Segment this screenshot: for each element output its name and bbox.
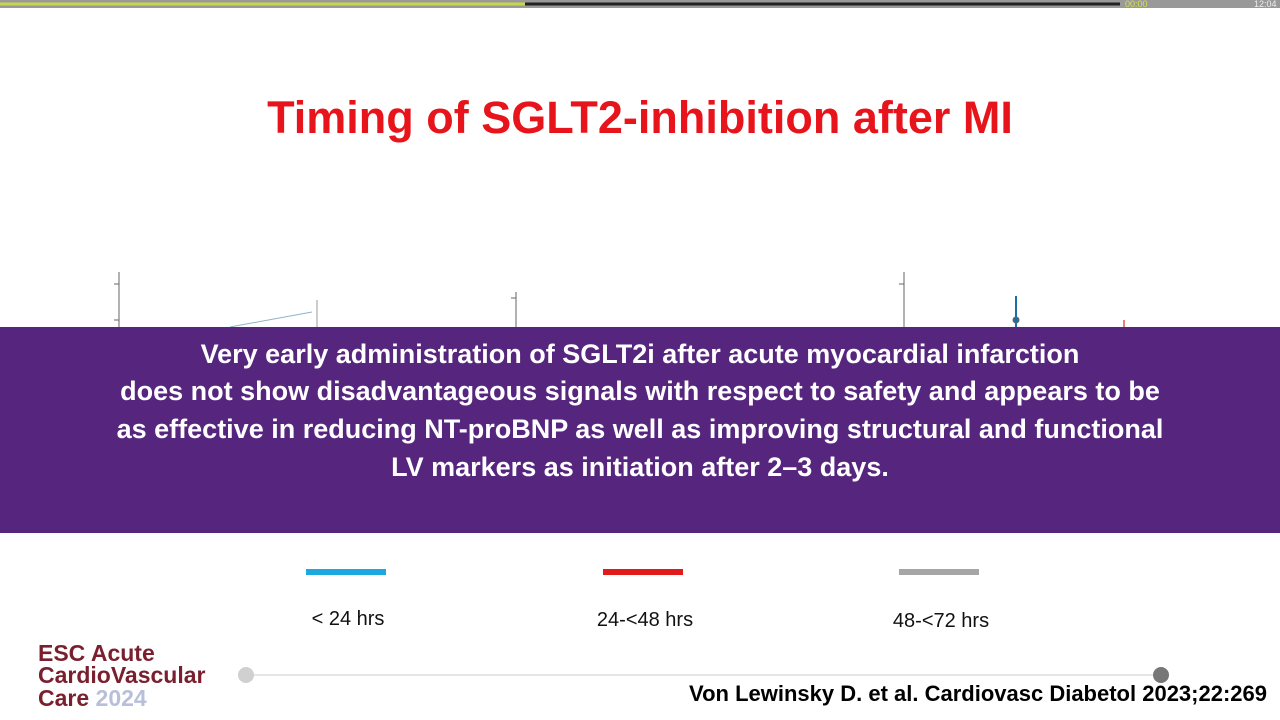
slide-title: Timing of SGLT2-inhibition after MI xyxy=(267,92,1013,143)
legend-label: 24-<48 hrs xyxy=(596,609,694,631)
banner-line: does not show disadvantageous signals wi… xyxy=(120,376,1160,406)
logo-line: Care 2024 xyxy=(38,685,147,712)
total-time: 12:04 xyxy=(1254,0,1277,9)
logo-word: Care xyxy=(38,685,90,711)
partial-charts xyxy=(114,272,1125,328)
legend-label: < 24 hrs xyxy=(311,608,385,630)
legend-swatch xyxy=(603,569,683,575)
slider-start xyxy=(238,667,254,683)
logo-line: CardioVascular xyxy=(38,662,206,688)
logo-line: ESC Acute xyxy=(38,640,155,666)
banner-line: Very early administration of SGLT2i afte… xyxy=(200,339,1080,369)
slider-handle[interactable] xyxy=(1153,667,1169,683)
logo-year: 2024 xyxy=(95,685,147,711)
legend-swatch xyxy=(899,569,979,575)
elapsed-time: 00:00 xyxy=(1125,0,1148,9)
conclusion-banner: Very early administration of SGLT2i afte… xyxy=(0,327,1280,533)
legend-label: 48-<72 hrs xyxy=(892,610,990,632)
banner-line: as effective in reducing NT-proBNP as we… xyxy=(116,414,1164,444)
banner-line: LV markers as initiation after 2–3 days. xyxy=(391,452,889,482)
legend-swatch xyxy=(306,569,386,575)
citation: Von Lewinsky D. et al. Cardiovasc Diabet… xyxy=(689,681,1267,706)
